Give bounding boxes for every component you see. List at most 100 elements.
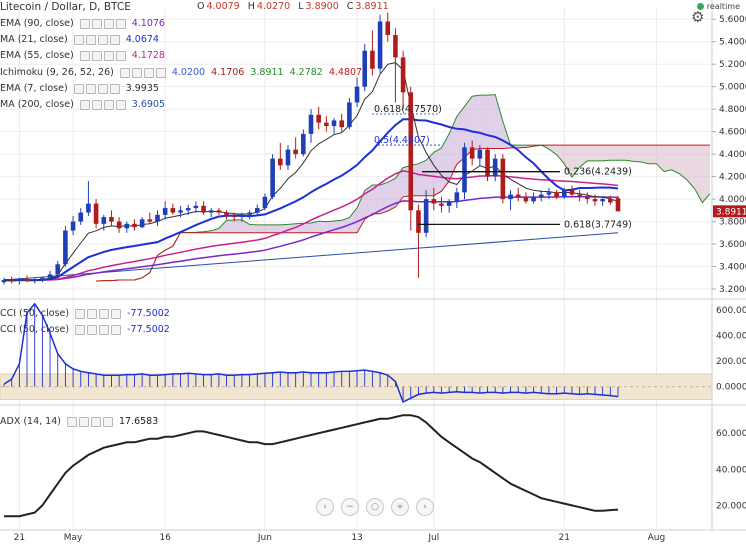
- candle-body: [308, 114, 314, 134]
- legend-tool-icon[interactable]: [111, 325, 122, 335]
- legend-tool-icon[interactable]: [79, 19, 90, 29]
- legend-tool-icon[interactable]: [109, 35, 120, 45]
- legend-tool-icon[interactable]: [103, 100, 114, 110]
- zoom-reset-icon[interactable]: ○: [366, 498, 384, 516]
- ichimoku-cloud-segment: [687, 145, 695, 189]
- scroll-right-icon[interactable]: ›: [416, 498, 434, 516]
- legend-tool-icon[interactable]: [155, 68, 166, 78]
- legend-tool-icon[interactable]: [99, 309, 110, 319]
- legend-tools[interactable]: [73, 35, 120, 45]
- legend-tool-icon[interactable]: [102, 417, 113, 427]
- legend-tool-icon[interactable]: [143, 68, 154, 78]
- legend-tool-icon[interactable]: [87, 309, 98, 319]
- gear-icon[interactable]: ⚙: [691, 8, 705, 26]
- candle-body: [446, 201, 452, 206]
- legend-value: 4.0674: [125, 34, 159, 45]
- ichimoku-cloud-segment: [334, 220, 342, 233]
- candle-body: [423, 199, 429, 233]
- ichimoku-cloud-segment: [633, 145, 642, 162]
- legend-tool-icon[interactable]: [115, 19, 126, 29]
- legend-row[interactable]: CCI (50, close) -77.5002: [0, 323, 173, 337]
- legend-tool-icon[interactable]: [91, 100, 102, 110]
- candle-body: [55, 264, 61, 275]
- candle-body: [155, 214, 160, 222]
- candle-body: [469, 147, 475, 159]
- legend-value: -77.5002: [127, 324, 170, 335]
- legend-tool-icon[interactable]: [66, 417, 77, 427]
- legend-tool-icon[interactable]: [97, 35, 108, 45]
- legend-tool-icon[interactable]: [91, 19, 102, 29]
- ichimoku-cloud-segment: [618, 145, 626, 161]
- legend-tool-icon[interactable]: [109, 84, 120, 94]
- zoom-in-icon[interactable]: +: [391, 498, 409, 516]
- legend-value: 4.0200: [171, 67, 206, 78]
- legend-tool-icon[interactable]: [78, 417, 89, 427]
- zoom-out-icon[interactable]: −: [341, 498, 359, 516]
- chart-title: Litecoin / Dollar, D, BTCE: [0, 1, 131, 13]
- legend-tool-icon[interactable]: [115, 51, 126, 61]
- ichimoku-cloud-segment: [318, 221, 327, 233]
- ichimoku-span-a-line: [96, 94, 711, 282]
- legend-tool-icon[interactable]: [79, 51, 90, 61]
- legend-tool-icon[interactable]: [115, 100, 126, 110]
- legend-tool-icon[interactable]: [97, 84, 108, 94]
- candle-body: [1, 280, 7, 283]
- legend-row[interactable]: MA (21, close) 4.0674: [0, 33, 162, 47]
- ichimoku-cloud-segment: [311, 221, 319, 233]
- ichimoku-cloud-segment: [380, 182, 388, 214]
- cci-axis-label: 400.0000: [716, 332, 746, 342]
- ichimoku-cloud-segment: [556, 145, 565, 164]
- candle-body: [293, 149, 298, 155]
- ichimoku-cloud-segment: [671, 145, 680, 174]
- legend-tool-icon[interactable]: [103, 19, 114, 29]
- legend-tool-icon[interactable]: [119, 68, 130, 78]
- legend-tool-icon[interactable]: [87, 325, 98, 335]
- legend-tool-icon[interactable]: [75, 325, 86, 335]
- legend-tool-icon[interactable]: [111, 309, 122, 319]
- scroll-left-icon[interactable]: ‹: [316, 498, 334, 516]
- legend-row[interactable]: EMA (7, close) 3.9935: [0, 82, 162, 96]
- legend-row[interactable]: EMA (55, close) 4.1728: [0, 49, 168, 63]
- legend-row[interactable]: MA (200, close) 3.6905: [0, 98, 168, 112]
- legend-tools[interactable]: [75, 325, 122, 335]
- legend-tool-icon[interactable]: [131, 68, 142, 78]
- legend-tools[interactable]: [75, 309, 122, 319]
- legend-tool-icon[interactable]: [73, 84, 84, 94]
- legend-label: Ichimoku (9, 26, 52, 26): [0, 67, 114, 78]
- legend-tool-icon[interactable]: [85, 84, 96, 94]
- ohlc-high: 4.0270: [256, 1, 291, 12]
- legend-tool-icon[interactable]: [90, 417, 101, 427]
- legend-tools[interactable]: [79, 100, 126, 110]
- candle-body: [331, 120, 337, 127]
- legend-tools[interactable]: [73, 84, 120, 94]
- legend-tool-icon[interactable]: [73, 35, 84, 45]
- candle-body: [247, 212, 252, 215]
- legend-label: ADX (14, 14): [0, 416, 61, 427]
- ohlc-readout: O 4.0079 H 4.0270 L 3.8900 C 3.8911: [192, 1, 389, 12]
- legend-row[interactable]: ADX (14, 14) 17.6583: [0, 415, 161, 429]
- chart-axes: 3.2000 3.4000 3.6000 3.8000 4.0000 4.2000 4.40…: [14, 15, 746, 543]
- legend-tools[interactable]: [66, 417, 113, 427]
- legend-row[interactable]: CCI (50, close) -77.5002: [0, 307, 173, 321]
- legend-tool-icon[interactable]: [103, 51, 114, 61]
- legend-tool-icon[interactable]: [99, 325, 110, 335]
- legend-tool-icon[interactable]: [85, 35, 96, 45]
- legend-value: -77.5002: [127, 308, 170, 319]
- candle-body: [40, 277, 45, 281]
- ohlc-close: 3.8911: [355, 1, 389, 12]
- candle-body: [78, 212, 84, 222]
- legend-tools[interactable]: [119, 68, 166, 78]
- legend-row[interactable]: Ichimoku (9, 26, 52, 26) 4.0200 4.1706 3.89…: [0, 66, 365, 80]
- legend-label: EMA (7, close): [0, 83, 68, 94]
- legend-tool-icon[interactable]: [91, 51, 102, 61]
- candle-body: [201, 205, 206, 213]
- candle-body: [508, 194, 513, 200]
- legend-tools[interactable]: [79, 19, 126, 29]
- legend-tool-icon[interactable]: [79, 100, 90, 110]
- legend-tool-icon[interactable]: [75, 309, 86, 319]
- ichimoku-cloud-segment: [426, 152, 434, 196]
- legend-row[interactable]: EMA (90, close) 4.1076: [0, 17, 168, 31]
- legend-tools[interactable]: [79, 51, 126, 61]
- candle-body: [316, 114, 321, 123]
